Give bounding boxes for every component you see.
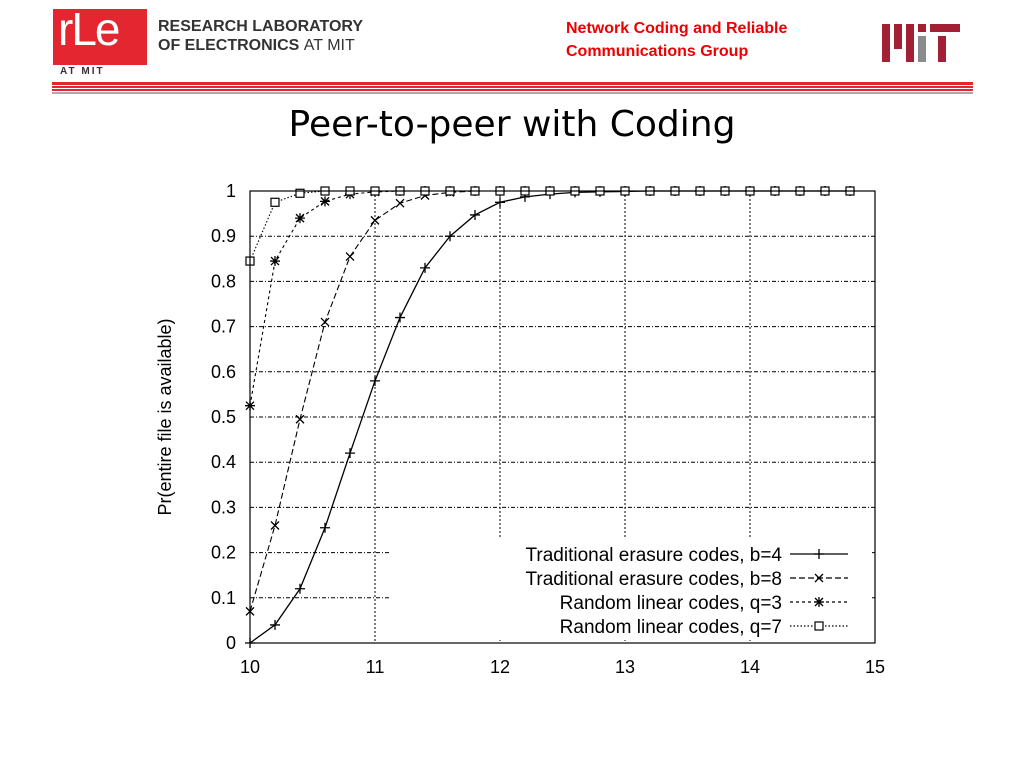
data-point-cross bbox=[295, 414, 305, 424]
data-point-star bbox=[295, 213, 305, 224]
y-tick-label: 0.7 bbox=[211, 317, 236, 337]
data-point-plus bbox=[495, 197, 505, 208]
rle-logo-box bbox=[53, 9, 147, 65]
legend-label: Traditional erasure codes, b=8 bbox=[526, 569, 782, 590]
y-tick-label: 0 bbox=[226, 633, 236, 653]
legend-label: Random linear codes, q=3 bbox=[560, 593, 782, 614]
data-point-plus bbox=[320, 522, 330, 533]
group-line2: Communications Group bbox=[566, 43, 749, 60]
y-tick-label: 0.5 bbox=[211, 407, 236, 427]
data-point-plus bbox=[445, 231, 455, 242]
x-tick-label: 15 bbox=[865, 657, 885, 677]
mit-logo bbox=[882, 24, 960, 62]
series-line bbox=[249, 190, 850, 262]
group-line1: Network Coding and Reliable bbox=[566, 20, 788, 37]
legend: Traditional erasure codes, b=4 Traditiona… bbox=[390, 538, 872, 640]
legend-label: Traditional erasure codes, b=4 bbox=[526, 545, 783, 566]
data-point-plus bbox=[370, 375, 380, 386]
lab-name: RESEARCH LABORATORY OF ELECTRONICS AT MI… bbox=[158, 17, 363, 55]
y-axis-label: Pr(entire file is available) bbox=[155, 318, 175, 515]
legend-background bbox=[390, 538, 872, 640]
data-point-plus bbox=[470, 209, 480, 220]
data-point-plus bbox=[395, 312, 405, 323]
group-name: Network Coding and Reliable Communicatio… bbox=[566, 17, 787, 63]
lab-name-suffix: AT MIT bbox=[303, 37, 355, 54]
plot-frame bbox=[249, 190, 876, 644]
y-tick-label: 0.1 bbox=[211, 588, 236, 608]
x-tick-label: 10 bbox=[240, 657, 260, 677]
rle-logo-text: rLe bbox=[58, 3, 121, 55]
legend-label: Random linear codes, q=7 bbox=[560, 617, 782, 638]
data-point-square bbox=[295, 188, 305, 198]
rle-logo-sub: AT MIT bbox=[60, 66, 105, 77]
data-point-star bbox=[814, 597, 824, 607]
y-tick-label: 0.2 bbox=[211, 543, 236, 563]
data-point-square bbox=[814, 621, 824, 631]
data-point-cross bbox=[320, 317, 330, 327]
x-tick-label: 14 bbox=[740, 657, 760, 677]
y-tick-label: 0.4 bbox=[211, 452, 236, 472]
lab-name-line1: RESEARCH LABORATORY bbox=[158, 18, 364, 35]
data-point-star bbox=[320, 196, 330, 207]
y-tick-label: 1 bbox=[226, 181, 236, 201]
data-point-plus bbox=[814, 549, 824, 559]
data-point-plus bbox=[295, 583, 305, 594]
data-point-plus bbox=[345, 448, 355, 459]
lab-name-line2: OF ELECTRONICS bbox=[158, 37, 300, 54]
y-tick-label: 0.9 bbox=[211, 226, 236, 246]
data-point-plus bbox=[420, 262, 430, 273]
x-tick-label: 11 bbox=[366, 657, 385, 677]
data-point-cross bbox=[370, 215, 380, 225]
y-tick-label: 0.3 bbox=[211, 497, 236, 517]
data-point-cross bbox=[270, 521, 280, 530]
x-tick-label: 12 bbox=[490, 657, 510, 677]
y-tick-label: 0.6 bbox=[211, 362, 236, 382]
series-line bbox=[249, 190, 850, 406]
series-star bbox=[245, 186, 855, 411]
data-point-square bbox=[270, 197, 280, 207]
y-tick-label: 0.8 bbox=[211, 271, 236, 291]
data-point-cross bbox=[345, 252, 355, 261]
slide-title: Peer-to-peer with Coding bbox=[288, 104, 736, 145]
data-point-plus bbox=[270, 619, 280, 630]
x-tick-label: 13 bbox=[615, 657, 635, 677]
data-point-star bbox=[270, 256, 280, 267]
data-point-cross bbox=[814, 573, 824, 583]
data-point-cross bbox=[395, 198, 405, 208]
